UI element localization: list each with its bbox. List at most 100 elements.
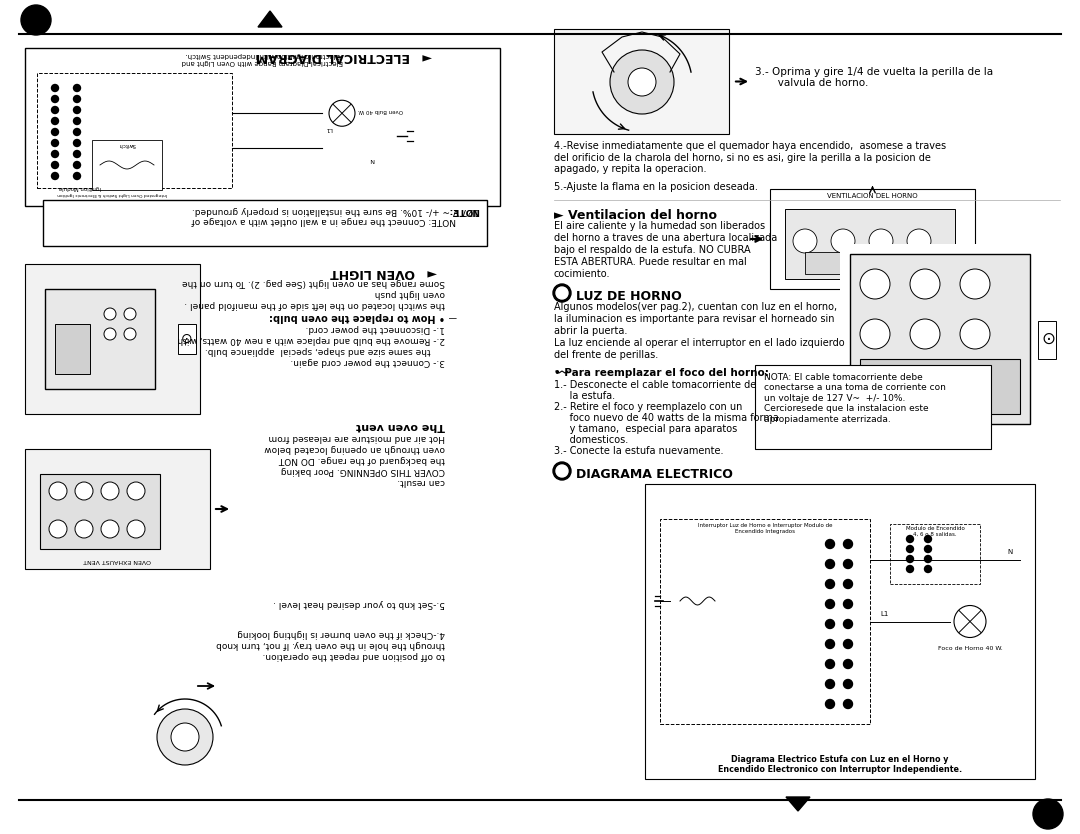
Text: Algunos modelos(ver pag.2), cuentan con luz en el horno,: Algunos modelos(ver pag.2), cuentan con … [554, 302, 837, 312]
Text: • How to replace the oven bulb:: • How to replace the oven bulb: [269, 312, 445, 322]
Circle shape [825, 660, 835, 669]
Text: 7: 7 [1042, 805, 1054, 823]
Text: y tamano,  especial para aparatos: y tamano, especial para aparatos [554, 424, 738, 434]
Text: Electrical Diagram Range with Oven Light and
Electronic Ignition with Independen: Electrical Diagram Range with Oven Light… [181, 52, 343, 65]
Circle shape [825, 540, 835, 549]
Text: ELECTRICAL DIAGRAM: ELECTRICAL DIAGRAM [256, 50, 410, 63]
Text: 5.-Ajuste la flama en la posicion deseada.: 5.-Ajuste la flama en la posicion desead… [554, 182, 758, 192]
Circle shape [52, 118, 58, 124]
Circle shape [910, 269, 940, 299]
Circle shape [825, 600, 835, 609]
Circle shape [52, 173, 58, 179]
Text: 4.-Revise inmediatamente que el quemador haya encendido,  asomese a traves
del o: 4.-Revise inmediatamente que el quemador… [554, 141, 946, 174]
Circle shape [610, 50, 674, 114]
Text: Interruptor Luz de Horno e Interruptor Modulo de
Encendido Integrados: Interruptor Luz de Horno e Interruptor M… [698, 523, 833, 534]
Circle shape [49, 520, 67, 538]
FancyBboxPatch shape [645, 484, 1035, 779]
FancyBboxPatch shape [178, 324, 195, 354]
Circle shape [924, 535, 931, 542]
Circle shape [954, 605, 986, 637]
Circle shape [73, 96, 81, 103]
FancyBboxPatch shape [785, 209, 955, 279]
Circle shape [910, 319, 940, 349]
Circle shape [329, 100, 355, 126]
FancyBboxPatch shape [43, 200, 487, 246]
Circle shape [924, 555, 931, 562]
Text: ⊙: ⊙ [181, 332, 193, 346]
Text: NOTE:: NOTE: [447, 206, 480, 215]
Text: L1: L1 [325, 126, 333, 131]
Polygon shape [786, 797, 810, 811]
Text: —: — [448, 312, 457, 321]
Text: LUZ DE HORNO: LUZ DE HORNO [576, 290, 681, 303]
Circle shape [793, 229, 816, 253]
Circle shape [960, 269, 990, 299]
Circle shape [171, 723, 199, 751]
Circle shape [825, 580, 835, 589]
Text: Ventilacion del horno: Ventilacion del horno [568, 209, 717, 222]
Text: The oven vent: The oven vent [356, 421, 445, 431]
FancyBboxPatch shape [850, 254, 1030, 424]
Text: can result.: can result. [397, 477, 445, 486]
Circle shape [52, 128, 58, 135]
Circle shape [907, 229, 931, 253]
Text: OVEN LIGHT: OVEN LIGHT [330, 266, 415, 279]
Text: 5.-Set knb to your desired heat level .: 5.-Set knb to your desired heat level . [273, 599, 445, 608]
Circle shape [825, 700, 835, 709]
Text: 4.-Check if the oven burner is lighting looking: 4.-Check if the oven burner is lighting … [238, 629, 445, 638]
Circle shape [960, 319, 990, 349]
Text: del horno a traves de una abertura localizada: del horno a traves de una abertura local… [554, 233, 778, 243]
FancyBboxPatch shape [860, 359, 1020, 414]
Circle shape [102, 482, 119, 500]
Text: Some range has an oven light (See pag. 2). To turn on the: Some range has an oven light (See pag. 2… [183, 278, 445, 287]
Text: NOTA: El cable tomacorriente debe
conectarse a una toma de corriente con
un volt: NOTA: El cable tomacorriente debe conect… [764, 373, 946, 424]
Circle shape [73, 128, 81, 135]
Circle shape [627, 68, 656, 96]
Text: 2.- Retire el foco y reemplazelo con un: 2.- Retire el foco y reemplazelo con un [554, 402, 742, 412]
Text: 1.- Disconnect the power cord.: 1.- Disconnect the power cord. [306, 324, 445, 333]
Text: 3.- Oprima y gire 1/4 de vuelta la perilla de la
       valvula de horno.: 3.- Oprima y gire 1/4 de vuelta la peril… [755, 67, 994, 88]
FancyBboxPatch shape [37, 73, 232, 188]
Circle shape [73, 162, 81, 168]
Circle shape [73, 173, 81, 179]
Text: Diagrama Electrico Estufa con Luz en el Horno y
Encendido Electronico con Interr: Diagrama Electrico Estufa con Luz en el … [718, 755, 962, 774]
Circle shape [906, 555, 914, 562]
Circle shape [860, 319, 890, 349]
Circle shape [556, 465, 568, 477]
Text: ◄: ◄ [422, 50, 432, 63]
Text: OVEN EXHAUST VENT: OVEN EXHAUST VENT [83, 558, 151, 563]
FancyBboxPatch shape [45, 289, 156, 389]
Circle shape [906, 545, 914, 552]
Circle shape [52, 107, 58, 113]
FancyBboxPatch shape [660, 519, 870, 724]
Circle shape [73, 150, 81, 158]
Text: la estufa.: la estufa. [554, 391, 616, 401]
Circle shape [843, 640, 852, 649]
Text: Foco de Horno 40 W.: Foco de Horno 40 W. [937, 646, 1002, 651]
FancyBboxPatch shape [92, 140, 162, 190]
Circle shape [73, 139, 81, 147]
Circle shape [843, 540, 852, 549]
Circle shape [52, 96, 58, 103]
Circle shape [52, 150, 58, 158]
Text: 7: 7 [30, 11, 42, 29]
Circle shape [73, 107, 81, 113]
Circle shape [825, 560, 835, 569]
Text: la iluminacion es importante para revisar el horneado sin: la iluminacion es importante para revisa… [554, 314, 835, 324]
Circle shape [127, 520, 145, 538]
Text: • Para reemplazar el foco del horno:: • Para reemplazar el foco del horno: [554, 368, 769, 378]
Text: domesticos.: domesticos. [554, 435, 629, 445]
FancyBboxPatch shape [25, 449, 210, 569]
Polygon shape [258, 11, 282, 27]
Circle shape [556, 287, 568, 299]
FancyBboxPatch shape [55, 324, 90, 374]
Circle shape [906, 565, 914, 572]
Circle shape [831, 229, 855, 253]
Circle shape [124, 328, 136, 340]
Text: 3.- Connect the power cord again.: 3.- Connect the power cord again. [291, 357, 445, 366]
Text: Ignition Module.: Ignition Module. [57, 185, 102, 190]
Text: Hot air and moisture are released from: Hot air and moisture are released from [269, 433, 445, 442]
Text: DIAGRAMA ELECTRICO: DIAGRAMA ELECTRICO [576, 468, 733, 481]
Circle shape [1032, 799, 1063, 829]
Text: abrir la puerta.: abrir la puerta. [554, 326, 627, 336]
